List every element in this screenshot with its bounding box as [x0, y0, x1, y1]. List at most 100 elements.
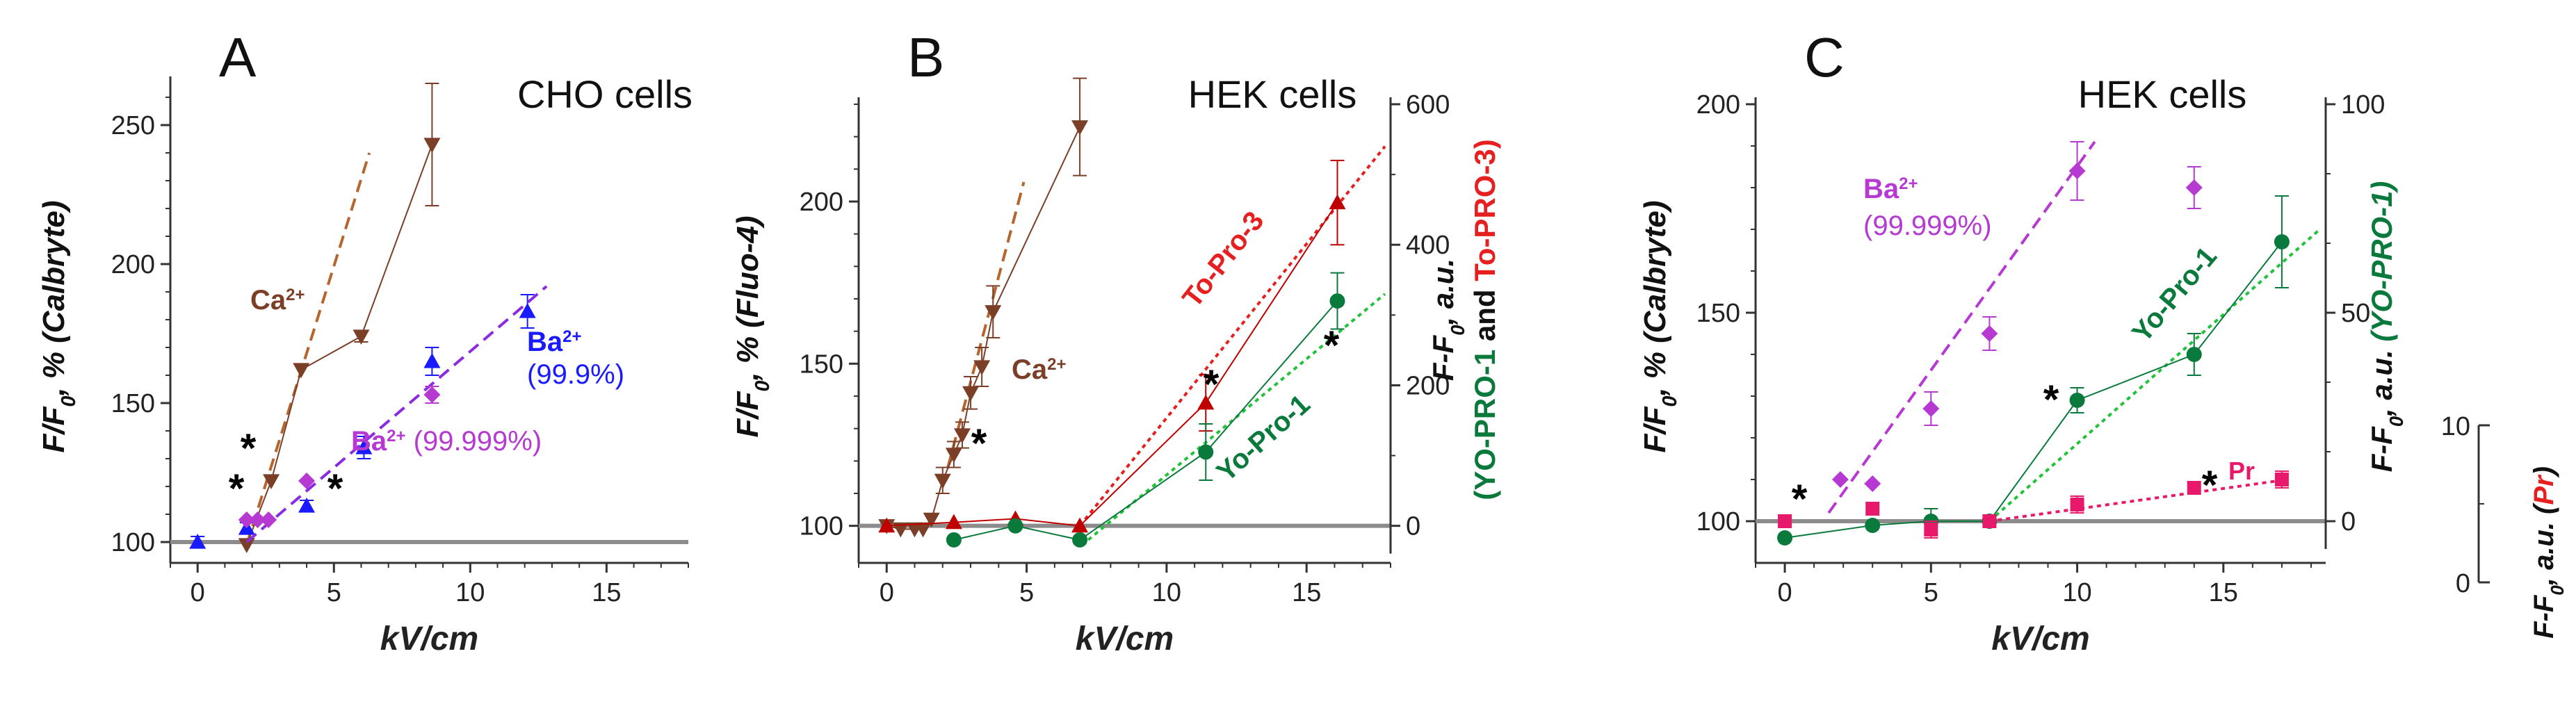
- series-ba-99-999-: [1827, 140, 2203, 514]
- x-tick-label: 10: [455, 578, 485, 607]
- y-right-label-b1-part: 0: [1447, 325, 1468, 336]
- y-right-tick-label: 0: [2341, 507, 2356, 536]
- label-a-ca-part: 2+: [286, 286, 305, 304]
- label-c-yopro: Yo-Pro-1: [2126, 241, 2223, 348]
- y-right-tick-label: 50: [2341, 299, 2370, 328]
- data-point: [962, 386, 980, 402]
- data-point: [1071, 517, 1089, 533]
- significance-asterisk: *: [1792, 477, 1808, 522]
- y-right-tick-label: 100: [2341, 90, 2385, 120]
- x-tick-label: 0: [880, 578, 894, 607]
- panel-title: HEK cells: [2078, 72, 2247, 116]
- data-point: [1831, 471, 1849, 488]
- fit-line: [1827, 140, 2096, 514]
- data-point: [1778, 514, 1792, 528]
- x-tick-label: 15: [2209, 578, 2238, 607]
- data-point: [2187, 481, 2201, 495]
- label-a-ba999-part: Ba: [351, 426, 387, 457]
- data-point: [1865, 518, 1881, 533]
- x-tick-label: 15: [592, 578, 621, 607]
- data-point: [260, 511, 277, 528]
- y-tick-label: 150: [800, 350, 843, 379]
- label-c-ba-part: 2+: [1899, 174, 1918, 193]
- y-right2-label: F-F0, a.u. (Pr): [2529, 466, 2568, 639]
- data-point: [1865, 502, 1880, 516]
- data-point: [2185, 179, 2203, 196]
- significance-asterisk: *: [2202, 463, 2218, 508]
- panel-title: CHO cells: [517, 72, 692, 116]
- series-line: [886, 202, 1338, 527]
- label-a-ca: Ca2+: [250, 285, 305, 315]
- y-right-label-c-part: , a.u.: [2365, 342, 2398, 417]
- label-c-ba-pct: (99.999%): [1863, 211, 1992, 241]
- y-tick-label: 250: [111, 111, 155, 140]
- data-point: [1924, 523, 1938, 536]
- data-point: [2069, 393, 2085, 408]
- fit-line: [1078, 145, 1386, 527]
- x-tick-label: 10: [2062, 578, 2091, 607]
- series-pr: [1778, 470, 2289, 539]
- fit-line: [1989, 478, 2288, 523]
- label-a-ba99: Ba2+: [527, 327, 582, 357]
- data-point: [1864, 475, 1881, 492]
- y-tick-label: 150: [111, 389, 155, 418]
- data-point: [985, 305, 1002, 320]
- label-a-ba99-pct: (99.9%): [527, 359, 624, 390]
- y-tick-label: 100: [800, 512, 843, 541]
- y-label-c-part: F/F: [1638, 406, 1672, 452]
- panel-title: HEK cells: [1188, 72, 1357, 116]
- significance-asterisk: *: [241, 426, 257, 471]
- data-point: [423, 386, 441, 403]
- label-a-ba99-part: Ba: [527, 327, 563, 357]
- y-label-a-part: , % (Calbryte): [37, 200, 71, 396]
- y-label-c-part: 0: [1659, 396, 1681, 407]
- label-b-ca: Ca2+: [1012, 354, 1067, 385]
- label-a-ba999-part: (99.999%): [406, 426, 542, 457]
- x-tick-label: 0: [1777, 578, 1792, 607]
- data-point: [953, 428, 971, 443]
- y-label-b-part: 0: [752, 381, 774, 392]
- data-point: [2068, 163, 2086, 179]
- data-point: [353, 329, 370, 345]
- y-right-tick-label: 400: [1406, 231, 1450, 260]
- y-right-label-c-part: F-F: [2365, 426, 2398, 473]
- data-point: [293, 363, 310, 378]
- x-tick-label: 10: [1152, 578, 1181, 607]
- fit-line: [245, 285, 548, 543]
- y-right-label-b2-part: (YO-PRO-1: [1468, 350, 1501, 500]
- panel-letter: C: [1804, 26, 1845, 88]
- x-axis-label: kV/cm: [1991, 621, 2089, 657]
- y-tick-label: 100: [1696, 507, 1740, 536]
- label-a-ca-part: Ca: [250, 285, 286, 315]
- panel-letter: A: [219, 26, 257, 88]
- y-label-b: F/F0, % (Fluo-4): [731, 216, 774, 438]
- series-ca-: [878, 77, 1089, 538]
- fit-line: [1988, 228, 2321, 523]
- significance-asterisk: *: [2043, 377, 2059, 423]
- data-point: [1072, 532, 1088, 548]
- y-right-label-b2: (YO-PRO-1 and To-PRO-3): [1468, 139, 1501, 500]
- data-point: [892, 522, 909, 538]
- data-point: [945, 514, 962, 530]
- label-b-yopro: Yo-Pro-1: [1211, 388, 1316, 487]
- panel-C: 0 5 10 15 100 150 200 kV/cm C HEK cells 0 50 100: [1696, 26, 2385, 657]
- y-tick-label: 200: [1696, 90, 1740, 120]
- y-right-tick-label: 0: [1406, 512, 1420, 541]
- data-point: [1777, 530, 1793, 546]
- x-tick-label: 0: [191, 578, 205, 607]
- series-line: [886, 126, 1080, 530]
- data-point: [249, 511, 266, 528]
- y-right2-tick-label: 10: [2441, 412, 2470, 441]
- data-point: [1329, 293, 1345, 309]
- panel-letter: B: [907, 26, 944, 88]
- data-point: [423, 138, 441, 153]
- y-label-c-part: , % (Calbryte): [1638, 200, 1672, 396]
- significance-asterisk: *: [971, 421, 987, 466]
- label-a-ba999-part: 2+: [387, 427, 405, 445]
- y-right-tick-label: 200: [1406, 371, 1450, 400]
- data-point: [263, 474, 280, 489]
- data-point: [1007, 518, 1023, 534]
- y-right2-label-part: F-F: [2529, 594, 2559, 639]
- significance-asterisk: *: [229, 466, 245, 511]
